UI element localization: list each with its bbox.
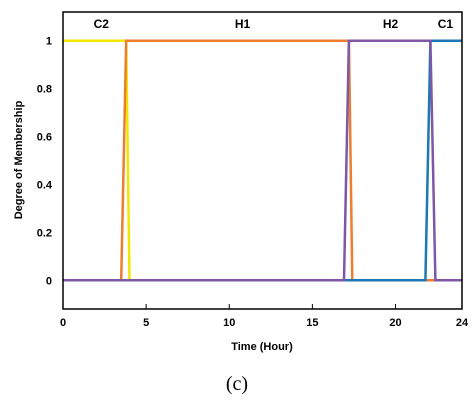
y-tick-label: 0.4 [37, 179, 53, 191]
plot-frame [62, 11, 463, 310]
y-tick-label: 0.2 [37, 227, 52, 239]
figure-caption: (c) [226, 373, 248, 395]
x-tick-label: 20 [389, 317, 401, 329]
y-tick-label: 1 [46, 36, 52, 48]
y-tick-label: 0.8 [37, 84, 52, 96]
y-tick-label: 0 [46, 275, 52, 287]
region-label-c2: C2 [94, 17, 110, 31]
x-axis-ticks: 0 5 10 15 20 24 [60, 304, 469, 329]
x-tick-label: 0 [60, 317, 66, 329]
x-tick-label: 15 [306, 317, 318, 329]
region-labels: C2 H1 H2 C1 [94, 17, 454, 31]
x-axis-label: Time (Hour) [231, 341, 293, 353]
series-line-h1 [63, 39, 462, 282]
region-label-h2: H2 [383, 17, 399, 31]
y-axis-ticks: 0 0.2 0.4 0.6 0.8 1 [37, 36, 53, 288]
y-axis-label: Degree of Membership [13, 100, 25, 219]
x-tick-label: 10 [223, 317, 235, 329]
region-label-h1: H1 [235, 17, 251, 31]
x-tick-label: 5 [143, 317, 149, 329]
series-lines [63, 39, 462, 282]
region-label-c1: C1 [438, 17, 454, 31]
x-tick-label: 24 [456, 317, 469, 329]
series-line-h2 [63, 39, 462, 282]
y-tick-label: 0.6 [37, 132, 52, 144]
